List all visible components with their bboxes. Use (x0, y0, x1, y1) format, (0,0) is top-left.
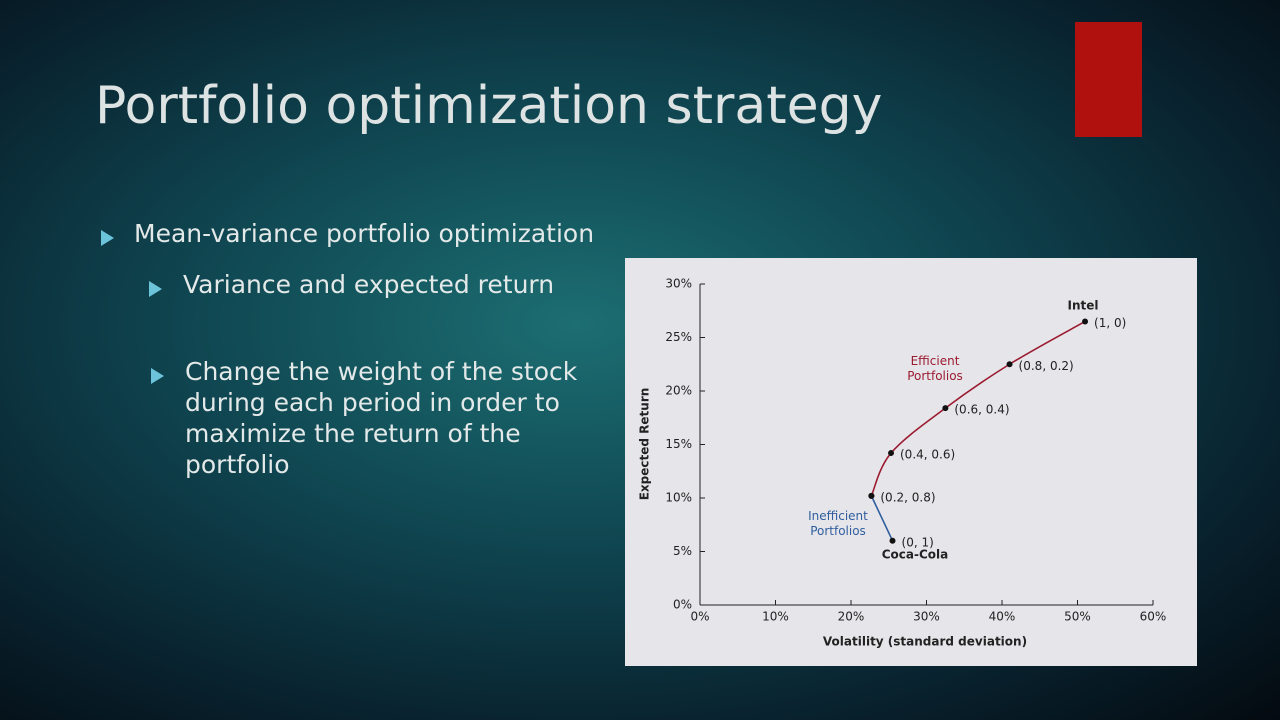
point-label: (0.2, 0.8) (880, 490, 935, 504)
x-tick-label: 60% (1140, 610, 1167, 624)
series-name-box: Inefficient Portfolios (808, 509, 868, 538)
point-label: (1, 0) (1094, 316, 1126, 330)
x-tick-label: 20% (838, 610, 865, 624)
chart: Volatility (standard deviation) Expected… (625, 258, 1197, 666)
x-tick-label: 40% (989, 610, 1016, 624)
y-tick-label: 20% (665, 384, 692, 398)
annotation: Coca-Cola (882, 548, 949, 562)
point (1006, 361, 1013, 368)
red-accent (1075, 22, 1142, 137)
y-tick-label: 25% (665, 330, 692, 344)
y-tick-label: 5% (673, 544, 692, 558)
point (1082, 318, 1089, 325)
bullet-marker (151, 368, 164, 384)
sub-bullet: Change the weight of the stock during ea… (185, 357, 578, 479)
bullet-marker (101, 230, 114, 246)
point (868, 492, 875, 499)
x-tick-label: 30% (913, 610, 940, 624)
sub-bullet: Variance and expected return (183, 270, 555, 299)
point-label: (0.4, 0.6) (900, 448, 955, 462)
y-tick-label: 15% (665, 437, 692, 451)
y-tick-label: 0% (673, 598, 692, 612)
x-tick-label: 10% (762, 610, 789, 624)
slide-title: Portfolio optimization strategy (95, 76, 883, 136)
point (942, 405, 949, 412)
series-name-box: Efficient Portfolios (907, 354, 963, 383)
point (888, 450, 895, 457)
y-axis-label: Expected Return (638, 388, 652, 501)
y-tick-label: 30% (665, 277, 692, 291)
point-label: (0.6, 0.4) (954, 403, 1009, 417)
bullet-marker (149, 281, 162, 297)
point-label: (0, 1) (902, 535, 934, 549)
x-tick-label: 0% (690, 610, 709, 624)
point (889, 537, 896, 544)
series-name: Inefficient Portfolios (808, 509, 868, 538)
point-label: (0.8, 0.2) (1019, 359, 1074, 373)
x-axis-label: Volatility (standard deviation) (823, 635, 1027, 649)
annotation: Intel (1068, 299, 1099, 313)
y-tick-label: 10% (665, 491, 692, 505)
bullet: Mean-variance portfolio optimization (134, 219, 595, 248)
series-name: Efficient Portfolios (907, 354, 963, 383)
x-tick-label: 50% (1064, 610, 1091, 624)
